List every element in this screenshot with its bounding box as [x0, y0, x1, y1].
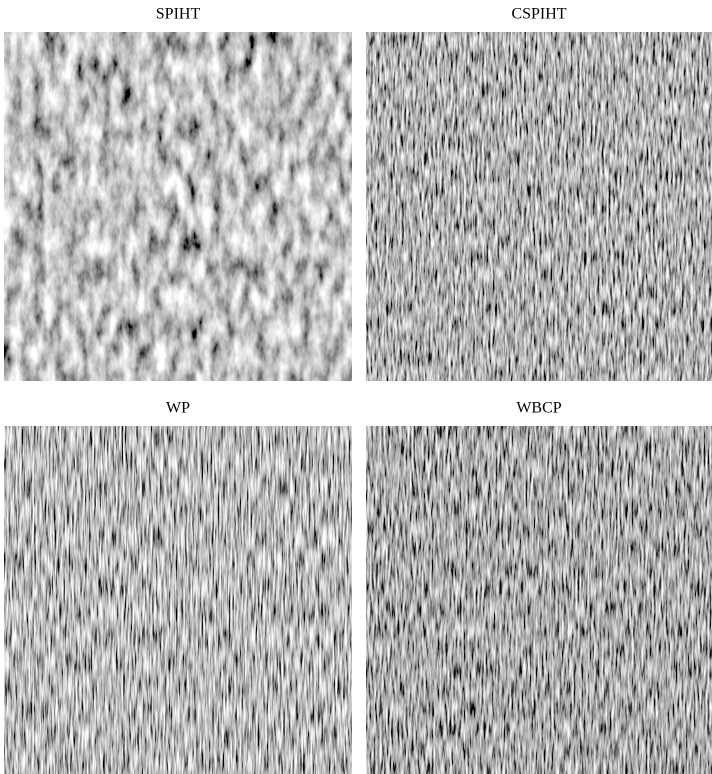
panel-title: WP: [166, 400, 190, 417]
panel-title: CSPIHT: [511, 6, 566, 23]
image: [4, 426, 352, 774]
page: {"panels": [{"title": "SPIHT"}, {"title"…: [0, 0, 712, 774]
image: [366, 426, 712, 774]
image: [4, 32, 352, 381]
figure: SPIHT CSPIHT WP WBCP: [0, 0, 712, 774]
image: [366, 32, 712, 381]
panel-title: WBCP: [516, 400, 561, 417]
panel-title: SPIHT: [156, 6, 201, 23]
